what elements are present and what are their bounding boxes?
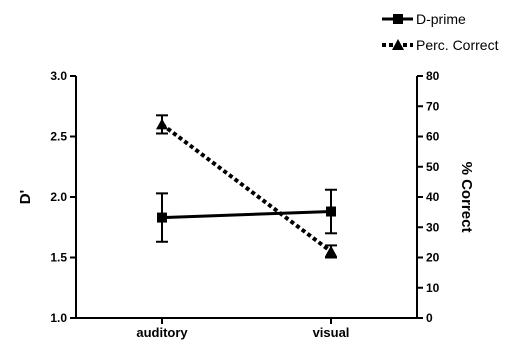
legend-dprime-marker	[393, 14, 403, 24]
legend-perc-correct-marker	[392, 39, 404, 50]
right-tick-label: 80	[426, 69, 440, 83]
left-axis-title: D'	[17, 190, 34, 204]
left-tick-label: 3.0	[50, 69, 67, 83]
perc-correct-marker	[156, 118, 168, 130]
right-tick-label: 40	[426, 190, 440, 204]
axes: 1.0 1.5 2.0 2.5 3.0 0 10 20 30 40 50 60 70 80 auditory…	[50, 69, 439, 340]
left-tick-label: 2.0	[50, 190, 67, 204]
legend-dprime-label: D-prime	[416, 11, 466, 27]
right-axis-title: % Correct	[458, 162, 475, 233]
dprime-marker	[157, 212, 167, 223]
legend: D-prime Perc. Correct	[382, 11, 499, 53]
right-tick-label: 70	[426, 99, 440, 113]
left-tick-label: 1.5	[50, 251, 67, 265]
perc-correct-marker	[325, 245, 337, 257]
right-tick-label: 20	[426, 251, 440, 265]
left-tick-label: 1.0	[50, 311, 67, 325]
legend-perc-correct-label: Perc. Correct	[416, 37, 499, 53]
dprime-line	[161, 210, 332, 220]
right-tick-label: 50	[426, 160, 440, 174]
perc-correct-line	[160, 122, 333, 254]
right-tick-label: 60	[426, 130, 440, 144]
right-tick-label: 10	[426, 281, 440, 295]
right-tick-label: 30	[426, 220, 440, 234]
dprime-marker	[326, 206, 336, 217]
x-tick-label: auditory	[136, 325, 188, 340]
left-tick-label: 2.5	[50, 130, 67, 144]
series-layer	[156, 114, 337, 259]
right-tick-label: 0	[426, 311, 433, 325]
x-tick-label: visual	[313, 325, 350, 340]
